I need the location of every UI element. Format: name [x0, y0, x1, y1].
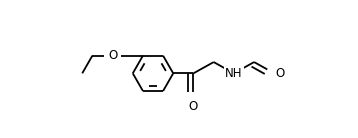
- Text: O: O: [189, 100, 198, 113]
- Text: NH: NH: [225, 67, 243, 80]
- Text: O: O: [108, 49, 117, 62]
- Text: O: O: [276, 67, 285, 80]
